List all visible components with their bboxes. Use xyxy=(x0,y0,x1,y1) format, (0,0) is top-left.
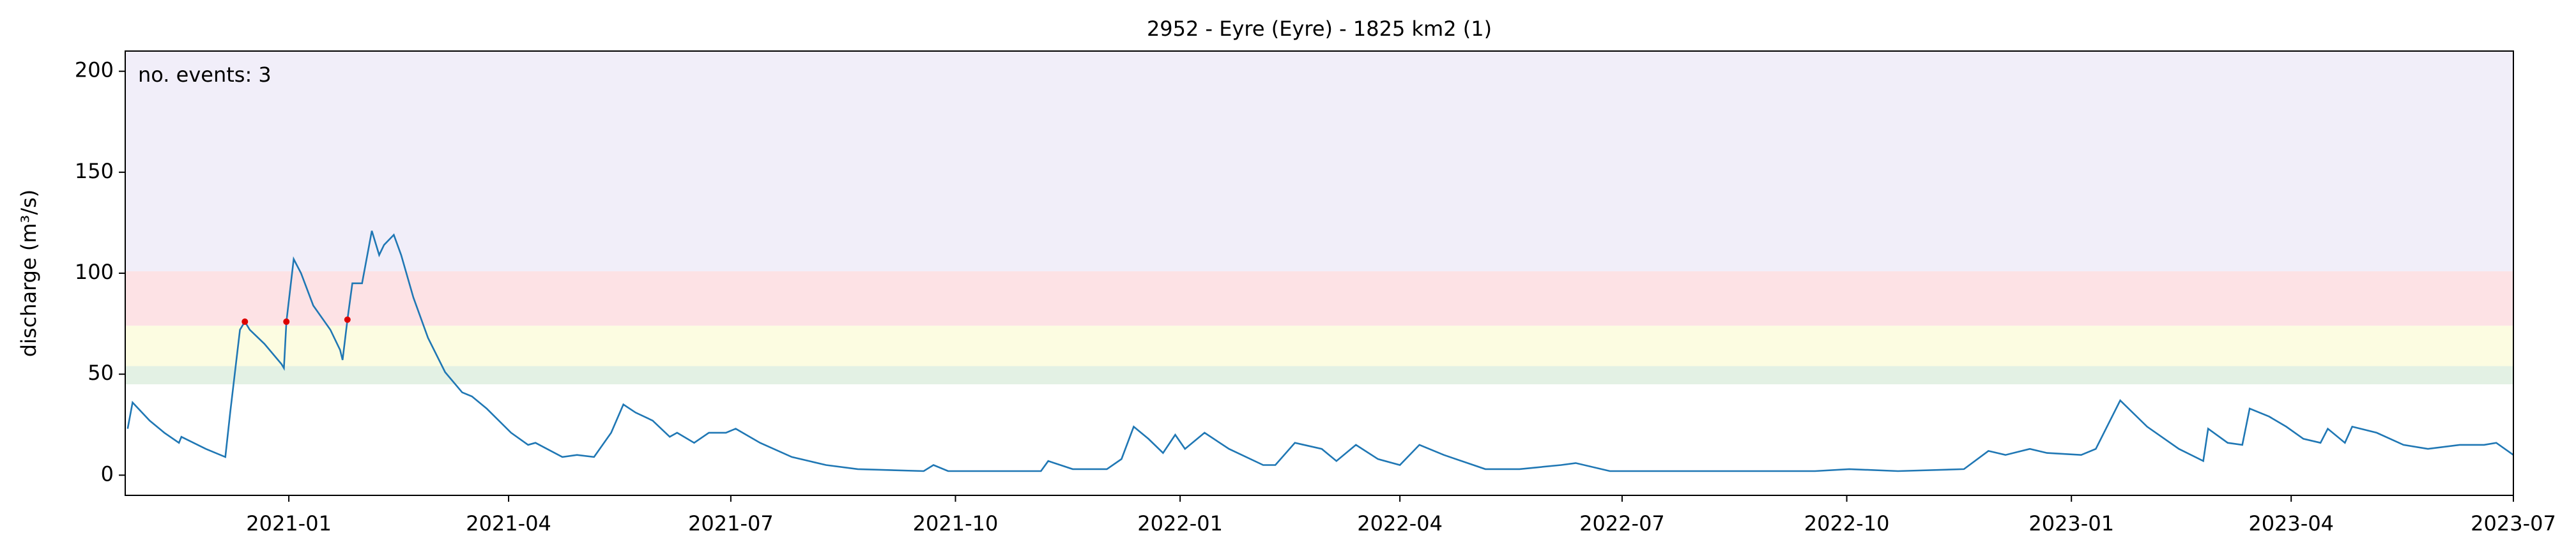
event-marker xyxy=(283,318,290,325)
y-tick-label: 50 xyxy=(88,361,114,385)
x-tick-label: 2022-04 xyxy=(1357,511,1443,536)
x-tick-label: 2023-04 xyxy=(2248,511,2334,536)
x-tick-label: 2022-07 xyxy=(1579,511,1665,536)
chart-title: 2952 - Eyre (Eyre) - 1825 km2 (1) xyxy=(1147,17,1492,41)
y-tick-label: 0 xyxy=(101,462,114,486)
y-tick-label: 200 xyxy=(75,58,114,82)
threshold-band xyxy=(125,366,2513,384)
threshold-band xyxy=(125,326,2513,366)
x-tick-label: 2021-07 xyxy=(688,511,774,536)
x-tick-label: 2021-10 xyxy=(913,511,999,536)
x-tick-label: 2023-01 xyxy=(2028,511,2114,536)
event-marker xyxy=(344,316,351,323)
threshold-band xyxy=(125,271,2513,326)
x-tick-label: 2021-01 xyxy=(246,511,332,536)
x-tick-label: 2021-04 xyxy=(466,511,551,536)
plot-frame xyxy=(125,50,2514,496)
y-tick-label: 100 xyxy=(75,260,114,284)
annotation: no. events: 3 xyxy=(138,63,272,87)
y-axis-label: discharge (m³/s) xyxy=(17,190,41,357)
event-marker xyxy=(241,318,249,325)
threshold-band xyxy=(125,51,2513,271)
x-tick-label: 2023-07 xyxy=(2471,511,2556,536)
x-tick-label: 2022-10 xyxy=(1804,511,1890,536)
x-tick-label: 2022-01 xyxy=(1137,511,1223,536)
y-tick-label: 150 xyxy=(75,159,114,183)
discharge-line xyxy=(126,230,2514,472)
